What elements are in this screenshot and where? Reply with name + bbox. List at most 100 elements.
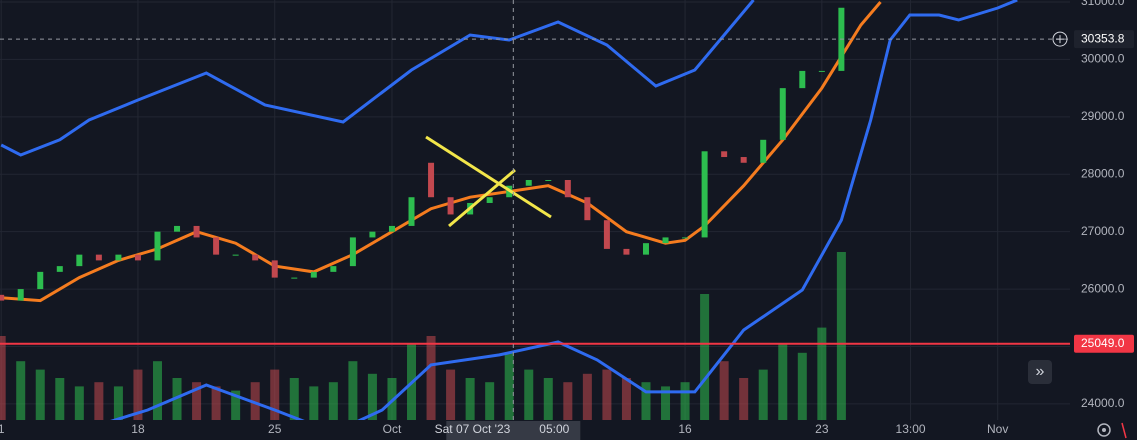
candle-body — [564, 180, 571, 198]
y-tick-label: 27000.0 — [1081, 224, 1125, 238]
volume-bar — [152, 361, 162, 420]
volume-bar — [739, 378, 749, 420]
volume-bar — [133, 369, 143, 420]
plot-area — [0, 0, 1018, 420]
crosshair-time: 05:00 — [539, 422, 569, 436]
volume-bar — [836, 252, 846, 420]
candle-body — [760, 139, 767, 163]
trend-line[interactable] — [425, 135, 552, 219]
volume-bar — [113, 386, 123, 420]
candle-body — [252, 254, 259, 261]
volume-bar — [348, 361, 358, 420]
y-tick-label: 28000.0 — [1081, 166, 1125, 180]
x-tick-label: Oct — [383, 422, 402, 436]
crosshair-date: Sat 07 Oct '23 — [435, 422, 511, 436]
volume-bar — [446, 369, 456, 420]
volume-bar — [661, 386, 671, 420]
crosshair-label-box — [446, 421, 581, 440]
x-tick-label: 16 — [678, 422, 692, 436]
candle-body — [174, 225, 181, 232]
volume-bar — [35, 369, 45, 420]
candle-body — [115, 254, 122, 261]
volume-bar — [16, 361, 26, 420]
candle-body — [799, 70, 806, 89]
volume-bar — [55, 378, 65, 420]
settings-icon[interactable] — [1097, 422, 1127, 439]
volume-bar — [700, 294, 710, 420]
volume-bar — [680, 382, 690, 420]
price-label-box — [1074, 334, 1134, 353]
add-alert-icon[interactable] — [1052, 31, 1068, 47]
price-label-box — [1074, 30, 1134, 49]
candle-body — [271, 260, 278, 278]
price-label: 25049.0 — [1081, 336, 1125, 350]
candle-body — [330, 266, 337, 272]
volume-bar — [250, 382, 260, 420]
volume-bar — [289, 378, 299, 420]
candle-body — [525, 180, 532, 186]
y-tick-label: 29000.0 — [1081, 109, 1125, 123]
band-line — [110, 0, 1018, 420]
svg-text:»: » — [1036, 363, 1045, 380]
candle-body — [447, 197, 454, 215]
drawings — [425, 135, 552, 228]
candle-body — [682, 237, 689, 239]
volume-bar — [778, 344, 788, 420]
x-tick-label: 23 — [815, 422, 829, 436]
volume-bar — [758, 369, 768, 420]
candle-body — [408, 197, 415, 226]
candle-body — [310, 271, 317, 278]
candle-body — [76, 254, 83, 267]
candle-body — [95, 254, 102, 261]
band-line — [0, 0, 755, 157]
candle-body — [17, 289, 24, 301]
volume-bar — [465, 378, 475, 420]
candle-body — [37, 271, 44, 290]
candle-body — [213, 237, 220, 255]
candle-body — [56, 266, 63, 272]
price-axis — [1070, 0, 1137, 440]
price-label: 30353.8 — [1081, 31, 1125, 45]
candle-body — [134, 254, 141, 261]
candle-body — [642, 243, 649, 255]
volume-bar — [309, 386, 319, 420]
candle-body — [349, 237, 356, 267]
volume-bar — [192, 382, 202, 420]
candle-body — [584, 197, 591, 221]
candle-body — [603, 220, 610, 249]
candle-body — [291, 277, 298, 279]
candle-body — [701, 151, 708, 238]
volume-bar — [602, 369, 612, 420]
candle-body — [662, 237, 669, 244]
volume-bar — [270, 369, 280, 420]
x-tick-label: 1 — [0, 422, 5, 436]
x-tick-label: 25 — [268, 422, 282, 436]
candle-body — [818, 70, 825, 72]
candle-body — [232, 254, 239, 256]
candle-body — [428, 162, 435, 198]
volume-bar — [94, 382, 104, 420]
trend-line[interactable] — [448, 168, 516, 228]
candle-body — [779, 88, 786, 140]
scroll-button[interactable]: » — [1028, 360, 1052, 384]
volume-bar — [563, 382, 573, 420]
volume-bar — [74, 386, 84, 420]
candle-body — [486, 197, 493, 203]
candle-body — [193, 225, 200, 238]
candle-body — [623, 248, 630, 255]
volume-bar — [582, 373, 592, 420]
x-tick-label: 18 — [131, 422, 145, 436]
volume-bar — [719, 361, 729, 420]
volume-bar — [817, 327, 827, 420]
y-tick-label: 31000.0 — [1081, 0, 1125, 8]
volume-bar — [211, 386, 221, 420]
volume-bar — [797, 352, 807, 420]
volume-bar — [504, 352, 514, 420]
volume-bar — [524, 369, 534, 420]
x-tick-label: 13:00 — [896, 422, 926, 436]
add-alert-icon — [1056, 35, 1064, 44]
